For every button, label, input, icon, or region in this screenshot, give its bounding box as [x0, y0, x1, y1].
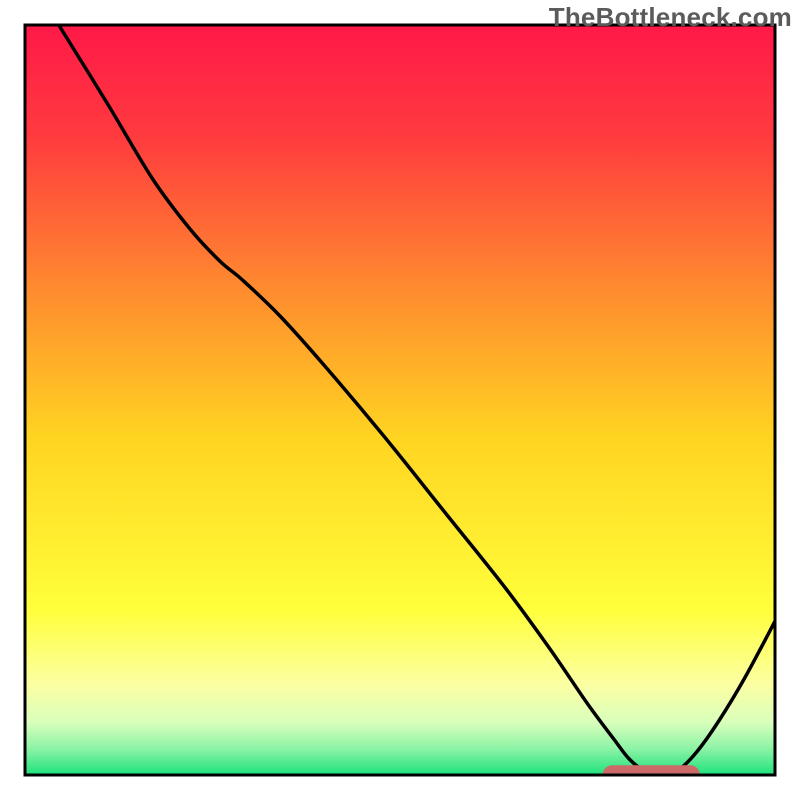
plot-background	[25, 25, 775, 775]
chart-root: TheBottleneck.com	[0, 0, 800, 800]
chart-svg	[0, 0, 800, 800]
